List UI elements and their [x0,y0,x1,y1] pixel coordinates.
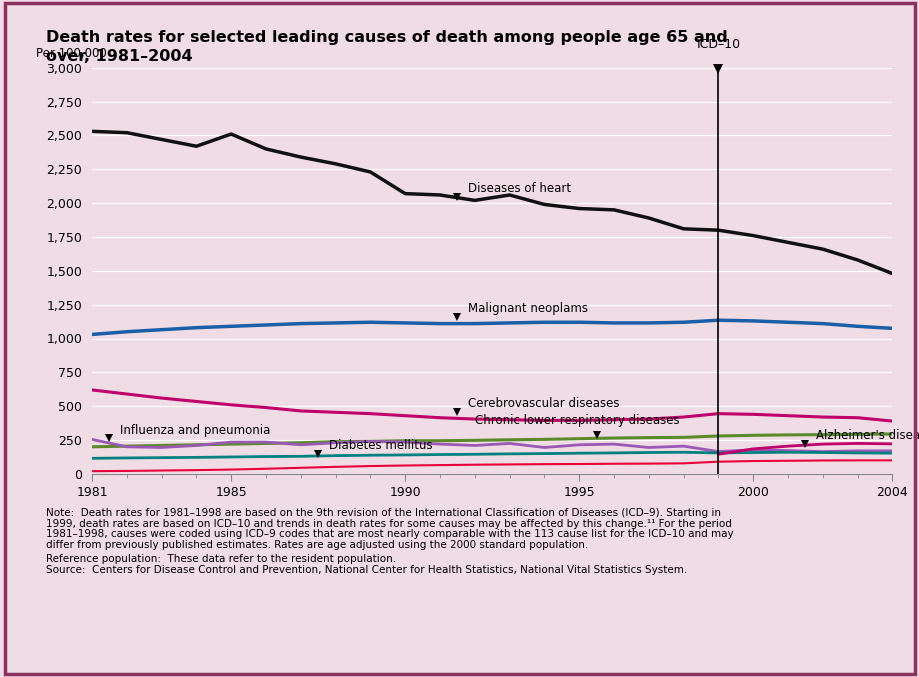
Text: 1999, death rates are based on ICD–10 and trends in death rates for some causes : 1999, death rates are based on ICD–10 an… [46,519,732,529]
Text: Note:  Death rates for 1981–1998 are based on the 9th revision of the Internatio: Note: Death rates for 1981–1998 are base… [46,508,720,518]
Text: Reference population:  These data refer to the resident population.: Reference population: These data refer t… [46,554,396,565]
Text: 1981–1998, causes were coded using ICD–9 codes that are most nearly comparable w: 1981–1998, causes were coded using ICD–9… [46,529,732,540]
Text: Influenza and pneumonia: Influenza and pneumonia [119,424,270,437]
Text: Diseases of heart: Diseases of heart [468,182,571,195]
Text: Malignant neoplams: Malignant neoplams [468,302,587,315]
Text: Death rates for selected leading causes of death among people age 65 and
over, 1: Death rates for selected leading causes … [46,30,727,64]
Text: Alzheimer's disease: Alzheimer's disease [815,429,919,442]
Text: Diabetes mellitus: Diabetes mellitus [328,439,432,452]
Text: Per 100,000: Per 100,000 [36,47,107,60]
Text: Cerebrovascular diseases: Cerebrovascular diseases [468,397,618,410]
Text: differ from previously published estimates. Rates are age adjusted using the 200: differ from previously published estimat… [46,540,587,550]
Text: Source:  Centers for Disease Control and Prevention, National Center for Health : Source: Centers for Disease Control and … [46,565,686,575]
Text: Chronic lower respiratory diseases: Chronic lower respiratory diseases [474,414,679,427]
Text: ICD–10: ICD–10 [696,39,740,51]
